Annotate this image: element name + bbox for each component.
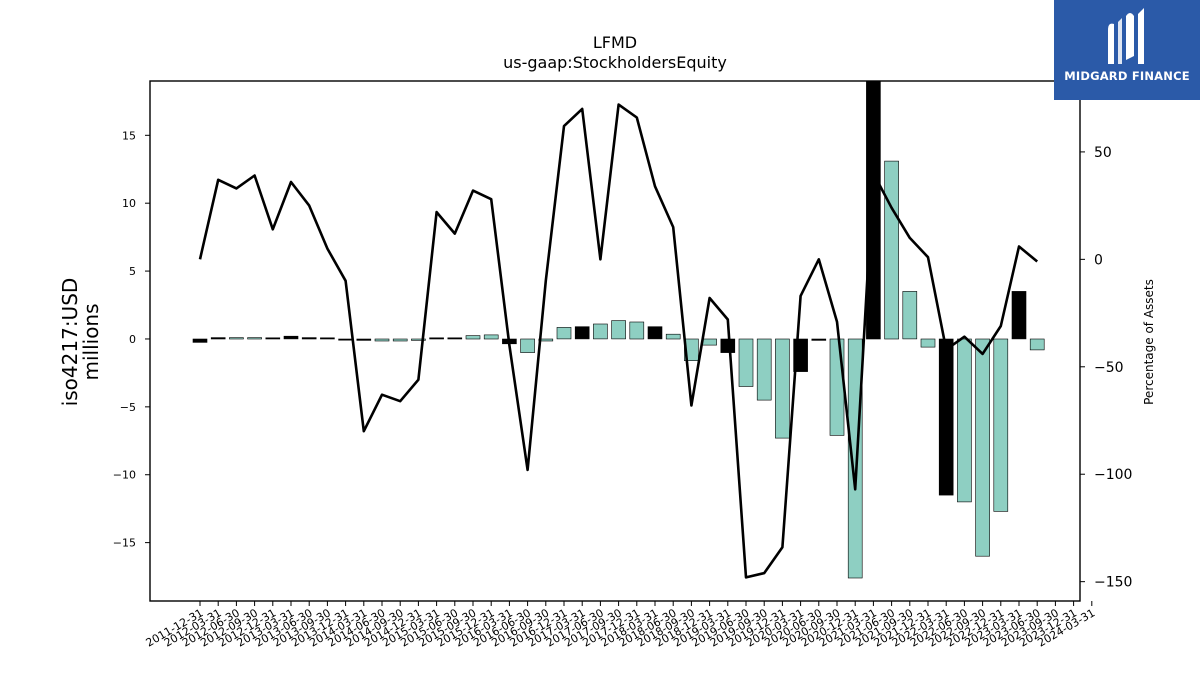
bar-2011-12-31 bbox=[192, 338, 208, 343]
midgard-logo: MIDGARD FINANCE bbox=[1054, 0, 1200, 100]
left-axis-label-line1: iso4217:USD bbox=[58, 278, 82, 407]
bar-2020-06-30 bbox=[811, 338, 827, 341]
bar-2017-03-31 bbox=[574, 326, 590, 340]
bar-2020-09-30 bbox=[829, 338, 845, 436]
bar-2023-03-31 bbox=[1011, 291, 1027, 340]
bar-2015-06-30 bbox=[447, 337, 463, 340]
bar-2017-09-30 bbox=[611, 320, 626, 340]
right-tick-label: −150 bbox=[1094, 575, 1132, 591]
bar-2013-12-31 bbox=[338, 338, 353, 341]
right-tick-label: 50 bbox=[1094, 145, 1112, 161]
bar-2023-06-30 bbox=[1029, 338, 1045, 351]
bar-2021-09-30 bbox=[902, 291, 918, 340]
bar-2014-12-31 bbox=[411, 338, 426, 341]
bar-2018-09-30 bbox=[684, 338, 699, 362]
bar-2018-12-31 bbox=[702, 338, 717, 346]
midgard-logo-icon bbox=[1108, 8, 1144, 65]
bar-2014-06-30 bbox=[374, 338, 390, 342]
left-tick-label: 0 bbox=[129, 333, 136, 346]
bar-2018-06-30 bbox=[665, 333, 681, 340]
bar-2017-12-31 bbox=[629, 321, 645, 340]
bar-2012-03-31 bbox=[210, 337, 226, 340]
bar-2019-06-30 bbox=[738, 338, 754, 387]
bar-2021-03-31 bbox=[866, 80, 881, 340]
percentage-line bbox=[198, 103, 1039, 579]
bar-2019-03-31 bbox=[720, 338, 736, 353]
bar-2013-06-30 bbox=[301, 337, 317, 340]
bar-2016-06-30 bbox=[520, 338, 535, 353]
bar-2022-06-30 bbox=[957, 338, 972, 503]
left-tick-label: −5 bbox=[120, 401, 136, 414]
bar-2017-06-30 bbox=[593, 323, 608, 340]
bar-2015-09-30 bbox=[465, 335, 481, 340]
plot-frame bbox=[149, 80, 1081, 602]
right-tick-label: −100 bbox=[1094, 467, 1132, 483]
logo-text: MIDGARD FINANCE bbox=[1064, 69, 1190, 83]
left-tick-label: 10 bbox=[122, 197, 136, 210]
right-tick-label: −50 bbox=[1094, 360, 1124, 376]
chart-title: LFMD bbox=[593, 33, 637, 52]
bar-2022-03-31 bbox=[938, 338, 954, 496]
left-tick-label: 5 bbox=[129, 265, 136, 278]
left-tick-label: −10 bbox=[113, 469, 136, 482]
chart-subtitle: us-gaap:StockholdersEquity bbox=[503, 53, 727, 72]
bar-2014-09-30 bbox=[392, 338, 408, 342]
left-tick-label: 15 bbox=[122, 129, 136, 142]
left-tick-label: −15 bbox=[113, 537, 136, 550]
bar-2012-06-30 bbox=[229, 337, 244, 340]
bar-2014-03-31 bbox=[356, 338, 372, 341]
bar-2019-09-30 bbox=[756, 338, 772, 401]
bar-2015-03-31 bbox=[429, 337, 444, 340]
bar-2012-09-30 bbox=[247, 337, 262, 340]
bar-2021-12-31 bbox=[920, 338, 936, 348]
bar-2020-12-31 bbox=[847, 338, 863, 579]
right-axis-label: Percentage of Assets bbox=[1142, 279, 1156, 405]
bar-2022-12-31 bbox=[993, 338, 1009, 512]
bar-2018-03-31 bbox=[647, 326, 663, 340]
bar-2022-09-30 bbox=[975, 338, 990, 557]
bar-2012-12-31 bbox=[265, 337, 281, 340]
bar-2013-09-30 bbox=[320, 337, 335, 340]
bar-2015-12-31 bbox=[483, 334, 499, 340]
bar-2013-03-31 bbox=[283, 335, 299, 340]
bar-2021-06-30 bbox=[884, 160, 899, 340]
bar-2019-12-31 bbox=[775, 338, 790, 439]
right-tick-label: 0 bbox=[1094, 252, 1103, 268]
left-axis-label-line2: millions bbox=[79, 303, 103, 380]
bar-2016-12-31 bbox=[556, 327, 572, 340]
